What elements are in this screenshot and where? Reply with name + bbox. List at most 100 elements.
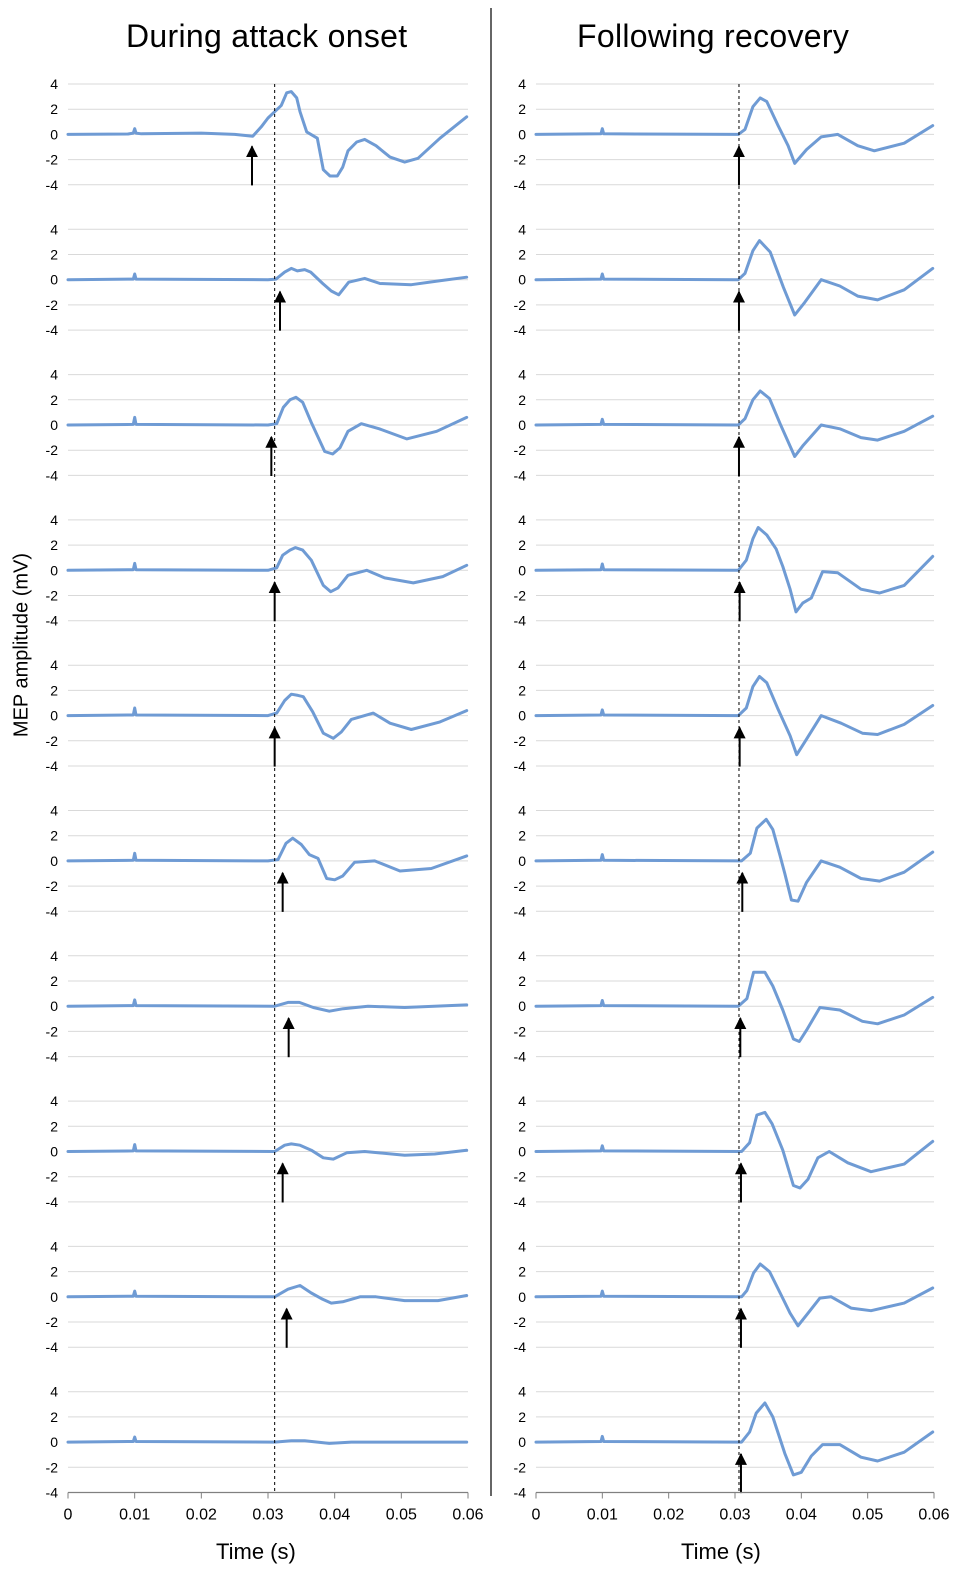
x-axis-label-left: Time (s) <box>216 1539 296 1564</box>
mep-trace <box>534 817 935 903</box>
x-tick-label: 0.05 <box>852 1507 883 1524</box>
mep-trace <box>66 836 469 882</box>
y-tick-label: 4 <box>518 512 526 528</box>
y-tick-label: 0 <box>518 1289 526 1305</box>
y-tick-label: 4 <box>518 803 526 819</box>
y-tick-label: 2 <box>50 392 58 408</box>
x-tick-label: 0.04 <box>319 1507 350 1524</box>
mep-trace <box>66 1284 469 1305</box>
mep-trace <box>534 1262 935 1328</box>
y-tick-label: -4 <box>46 1049 59 1065</box>
mep-trace <box>66 266 469 297</box>
y-tick-label: 4 <box>50 512 58 528</box>
y-tick-label: 2 <box>518 973 526 989</box>
y-tick-label: 4 <box>518 1384 526 1400</box>
y-tick-label: -4 <box>514 1339 527 1355</box>
y-tick-label: 4 <box>50 1384 58 1400</box>
y-tick-label: -4 <box>514 758 527 774</box>
y-tick-label: -2 <box>46 442 59 458</box>
y-tick-label: 2 <box>50 973 58 989</box>
mep-trace <box>66 998 469 1013</box>
y-tick-label: 0 <box>50 417 58 433</box>
y-tick-label: -2 <box>514 1314 527 1330</box>
y-tick-label: -2 <box>46 1459 59 1475</box>
y-tick-label: 0 <box>50 1434 58 1450</box>
y-tick-label: -2 <box>46 1023 59 1039</box>
y-tick-label: 0 <box>518 998 526 1014</box>
y-tick-label: -4 <box>46 1485 59 1501</box>
y-tick-label: -2 <box>514 1023 527 1039</box>
y-tick-label: 0 <box>50 708 58 724</box>
y-tick-label: 2 <box>518 1118 526 1134</box>
mep-trace <box>66 1142 469 1161</box>
y-tick-label: 4 <box>518 221 526 237</box>
y-tick-label: 2 <box>518 1409 526 1425</box>
y-tick-label: 4 <box>518 1238 526 1254</box>
column-title-attack-onset: During attack onset <box>126 18 408 54</box>
x-tick-label: 0.03 <box>719 1507 750 1524</box>
x-tick-label: 0.06 <box>918 1507 949 1524</box>
y-tick-label: 0 <box>518 1144 526 1160</box>
y-tick-label: 0 <box>518 417 526 433</box>
y-tick-label: -2 <box>514 152 527 168</box>
y-tick-label: 4 <box>518 948 526 964</box>
y-tick-label: -2 <box>46 152 59 168</box>
y-tick-label: 4 <box>518 657 526 673</box>
y-tick-label: -2 <box>46 1169 59 1185</box>
y-tick-label: -4 <box>46 758 59 774</box>
y-tick-label: 4 <box>50 1093 58 1109</box>
y-tick-label: -2 <box>514 1169 527 1185</box>
x-tick-label: 0.04 <box>786 1507 817 1524</box>
x-tick-label: 0.06 <box>452 1507 483 1524</box>
y-tick-label: 2 <box>50 682 58 698</box>
y-tick-label: 0 <box>50 998 58 1014</box>
y-tick-label: -4 <box>46 1194 59 1210</box>
y-tick-label: 2 <box>518 682 526 698</box>
mep-trace <box>534 970 935 1043</box>
y-tick-label: 2 <box>518 101 526 117</box>
y-tick-label: 2 <box>50 247 58 263</box>
y-tick-label: -2 <box>514 442 527 458</box>
y-tick-label: 0 <box>50 562 58 578</box>
y-tick-label: 2 <box>518 537 526 553</box>
y-tick-label: 4 <box>518 367 526 383</box>
y-tick-label: 4 <box>518 1093 526 1109</box>
y-tick-label: -4 <box>514 1194 527 1210</box>
y-tick-label: 0 <box>50 1289 58 1305</box>
y-tick-label: -4 <box>514 467 527 483</box>
y-tick-label: 2 <box>50 828 58 844</box>
y-tick-label: -4 <box>46 903 59 919</box>
y-tick-label: 0 <box>50 1144 58 1160</box>
y-tick-label: 0 <box>518 126 526 142</box>
y-tick-label: 0 <box>518 1434 526 1450</box>
y-tick-label: 2 <box>50 1118 58 1134</box>
y-tick-label: -2 <box>514 733 527 749</box>
y-tick-label: -4 <box>46 1339 59 1355</box>
mep-trace <box>534 675 935 757</box>
mep-trace <box>534 526 935 614</box>
mep-trace <box>66 1435 469 1445</box>
y-tick-label: 2 <box>50 537 58 553</box>
y-tick-label: 2 <box>518 1264 526 1280</box>
y-tick-label: -2 <box>46 297 59 313</box>
y-tick-label: -4 <box>514 322 527 338</box>
y-tick-label: -2 <box>46 878 59 894</box>
mep-trace <box>534 239 935 317</box>
y-tick-label: 2 <box>518 392 526 408</box>
y-tick-label: -2 <box>46 1314 59 1330</box>
mep-trace <box>534 389 935 458</box>
y-tick-label: -4 <box>514 1049 527 1065</box>
mep-trace <box>66 692 469 740</box>
y-tick-label: -4 <box>46 177 59 193</box>
y-tick-label: 0 <box>50 272 58 288</box>
y-tick-label: -4 <box>46 613 59 629</box>
mep-trace <box>534 96 935 165</box>
y-tick-label: -4 <box>514 613 527 629</box>
mep-trace <box>66 546 469 594</box>
x-tick-label: 0.02 <box>653 1507 684 1524</box>
y-tick-label: -2 <box>514 1459 527 1475</box>
mep-trace <box>534 1110 935 1190</box>
x-tick-label: 0.05 <box>386 1507 417 1524</box>
y-tick-label: -4 <box>514 1485 527 1501</box>
